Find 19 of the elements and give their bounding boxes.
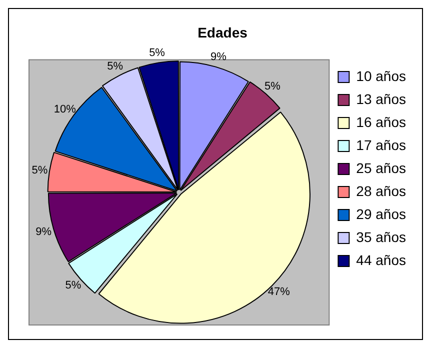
data-label: 5% xyxy=(107,60,124,73)
legend-label: 29 años xyxy=(356,206,406,222)
data-label: 9% xyxy=(36,226,52,238)
data-label: 5% xyxy=(264,80,281,93)
legend-label: 13 años xyxy=(356,90,406,107)
legend-label: 17 años xyxy=(356,136,406,153)
data-label: 5% xyxy=(149,47,166,60)
legend-label: 16 años xyxy=(356,114,406,130)
legend-label: 28 años xyxy=(356,182,406,199)
data-label: 9% xyxy=(210,50,227,63)
data-label: 5% xyxy=(32,164,48,176)
legend-label: 35 años xyxy=(356,228,406,245)
data-label: 10% xyxy=(54,103,76,116)
chart-title: Edades xyxy=(198,24,248,40)
legend-label: 10 años xyxy=(356,68,406,84)
legend-label: 25 años xyxy=(356,160,406,176)
data-label: 5% xyxy=(65,280,82,292)
legend-label: 44 años xyxy=(356,252,406,268)
data-label: 47% xyxy=(268,286,290,298)
